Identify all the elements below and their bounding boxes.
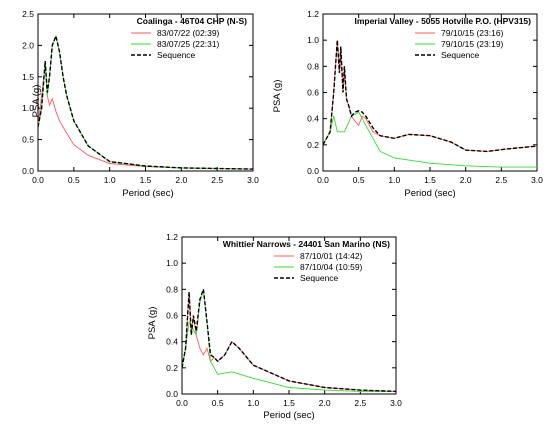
x-tick-label: 0.5 <box>353 175 365 185</box>
x-axis-label: Period (sec) <box>263 410 314 421</box>
x-tick-label: 1.0 <box>247 398 259 408</box>
x-tick-label: 3.0 <box>531 175 543 185</box>
series-line-3 <box>323 40 537 153</box>
legend-label: 83/07/22 (02:39) <box>157 28 220 38</box>
chart-panel-2: 0.0 0.5 1.0 1.5 2.0 2.5 3.0 0.0 0.2 0.4 0.6 0.8 1.0 1… <box>272 9 543 199</box>
x-tick-label: 1.5 <box>283 398 295 408</box>
y-tick-label: 0.0 <box>22 166 34 176</box>
x-tick-label: 1.0 <box>104 175 116 185</box>
series-line-1 <box>182 291 396 392</box>
y-tick-label: 2.5 <box>22 9 34 19</box>
series-line-3 <box>182 289 396 393</box>
y-tick-label: 1.5 <box>22 72 34 82</box>
x-tick-label: 1.5 <box>424 175 436 185</box>
legend-label: 79/10/15 (23:16) <box>441 28 504 38</box>
series-line-1 <box>323 40 537 152</box>
y-tick-label: 0.8 <box>166 284 178 294</box>
legend-label: Sequence <box>157 50 196 60</box>
series-line-2 <box>38 34 253 170</box>
x-tick-label: 2.0 <box>319 398 331 408</box>
legend-label: 83/07/25 (22:31) <box>157 39 220 49</box>
y-tick-label: 2.0 <box>22 40 34 50</box>
x-tick-label: 2.5 <box>354 398 366 408</box>
plot-frame <box>322 13 538 172</box>
legend-label: Sequence <box>441 50 480 60</box>
legend-label: 87/10/04 (10:59) <box>300 262 363 272</box>
x-tick-label: 2.0 <box>175 175 187 185</box>
y-tick-label: 0.5 <box>22 135 34 145</box>
chart-title: Whittier Narrows - 24401 San Marino (NS) <box>223 239 390 249</box>
y-tick-label: 0.6 <box>166 311 178 321</box>
x-tick-label: 3.0 <box>390 398 402 408</box>
x-tick-label: 2.5 <box>495 175 507 185</box>
y-tick-label: 0.4 <box>307 114 319 124</box>
y-axis-label: PSA (g) <box>147 307 158 340</box>
series-line-1 <box>38 64 253 170</box>
x-axis-label: Period (sec) <box>404 188 455 199</box>
x-tick-label: 0.0 <box>176 398 188 408</box>
x-tick-label: 0.0 <box>317 175 329 185</box>
chart-title: Imperial Valley - 5055 Hotville P.O. (HP… <box>354 16 531 26</box>
chart-title: Coalinga - 46T04 CHP (N-S) <box>137 16 248 26</box>
x-tick-label: 0.0 <box>32 175 44 185</box>
x-axis-label: Period (sec) <box>122 188 173 199</box>
plot-frame <box>37 13 254 172</box>
y-axis-label: PSA (g) <box>272 80 283 113</box>
y-tick-label: 1.0 <box>22 103 34 113</box>
y-tick-label: 1.2 <box>166 232 178 242</box>
y-tick-label: 0.4 <box>166 337 178 347</box>
y-axis-label: PSA (g) <box>31 85 42 118</box>
y-tick-label: 1.0 <box>307 35 319 45</box>
y-tick-label: 0.2 <box>307 140 319 150</box>
legend-label: 87/10/01 (14:42) <box>300 251 363 261</box>
y-tick-label: 0.2 <box>166 363 178 373</box>
x-tick-label: 0.5 <box>68 175 80 185</box>
y-tick-label: 0.0 <box>307 166 319 176</box>
y-tick-label: 1.0 <box>166 258 178 268</box>
x-tick-label: 2.5 <box>211 175 223 185</box>
series-line-2 <box>323 111 537 168</box>
x-tick-label: 2.0 <box>460 175 472 185</box>
y-tick-label: 0.0 <box>166 389 178 399</box>
legend-label: Sequence <box>300 273 339 283</box>
series-line-3 <box>38 33 253 170</box>
series-line-2 <box>182 289 396 392</box>
legend-label: 79/10/15 (23:19) <box>441 39 504 49</box>
x-tick-label: 0.5 <box>212 398 224 408</box>
y-tick-label: 0.6 <box>307 88 319 98</box>
y-tick-label: 1.2 <box>307 9 319 19</box>
chart-panel-3: 0.0 0.5 1.0 1.5 2.0 2.5 3.0 0.0 0.2 0.4 0.6 0.8 1.0 1… <box>147 232 402 421</box>
x-tick-label: 1.0 <box>388 175 400 185</box>
x-tick-label: 1.5 <box>140 175 152 185</box>
chart-panel-1: 0.0 0.5 1.0 1.5 2.0 2.5 3.0 0.0 0.5 1.0 1.5 2.0 2.5 P… <box>22 9 259 199</box>
y-tick-label: 0.8 <box>307 61 319 71</box>
plot-frame <box>181 236 397 395</box>
x-tick-label: 3.0 <box>247 175 259 185</box>
